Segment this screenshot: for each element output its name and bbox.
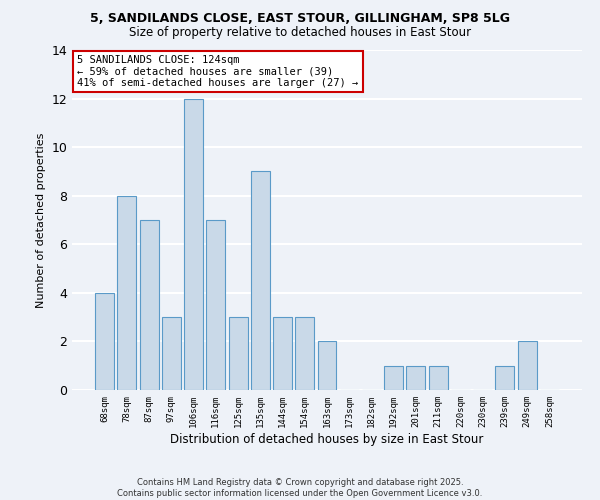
Bar xyxy=(184,98,203,390)
Text: 5 SANDILANDS CLOSE: 124sqm
← 59% of detached houses are smaller (39)
41% of semi: 5 SANDILANDS CLOSE: 124sqm ← 59% of deta… xyxy=(77,55,358,88)
Text: 5, SANDILANDS CLOSE, EAST STOUR, GILLINGHAM, SP8 5LG: 5, SANDILANDS CLOSE, EAST STOUR, GILLING… xyxy=(90,12,510,26)
Bar xyxy=(229,317,248,390)
Bar xyxy=(429,366,448,390)
Bar xyxy=(518,342,536,390)
Bar xyxy=(118,196,136,390)
Bar xyxy=(384,366,403,390)
Bar xyxy=(140,220,158,390)
Y-axis label: Number of detached properties: Number of detached properties xyxy=(36,132,46,308)
Bar xyxy=(295,317,314,390)
X-axis label: Distribution of detached houses by size in East Stour: Distribution of detached houses by size … xyxy=(170,432,484,446)
Bar xyxy=(496,366,514,390)
Bar xyxy=(162,317,181,390)
Bar xyxy=(95,293,114,390)
Bar xyxy=(206,220,225,390)
Bar xyxy=(406,366,425,390)
Bar xyxy=(251,172,270,390)
Bar xyxy=(317,342,337,390)
Text: Size of property relative to detached houses in East Stour: Size of property relative to detached ho… xyxy=(129,26,471,39)
Bar xyxy=(273,317,292,390)
Text: Contains HM Land Registry data © Crown copyright and database right 2025.
Contai: Contains HM Land Registry data © Crown c… xyxy=(118,478,482,498)
